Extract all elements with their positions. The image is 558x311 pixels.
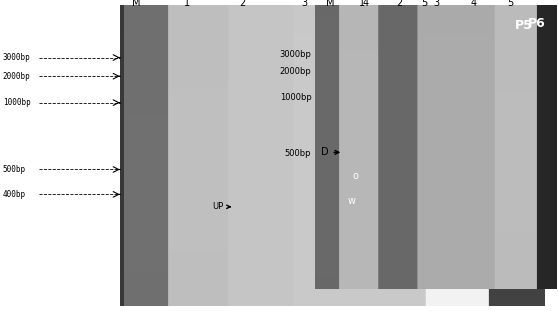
Text: 500bp: 500bp	[3, 165, 26, 174]
Text: 3: 3	[301, 0, 307, 8]
Text: 3: 3	[434, 0, 439, 8]
Text: M: M	[132, 0, 141, 8]
Text: 2: 2	[239, 0, 246, 8]
Text: 3000bp: 3000bp	[280, 50, 311, 59]
Text: 2000bp: 2000bp	[280, 67, 311, 76]
Text: 1: 1	[184, 0, 190, 8]
Text: 2000bp: 2000bp	[3, 72, 31, 81]
Text: 4: 4	[363, 0, 368, 8]
Text: P5: P5	[515, 19, 533, 32]
Text: M: M	[326, 0, 335, 8]
Text: 5: 5	[507, 0, 514, 8]
Text: UP: UP	[212, 202, 230, 211]
Text: 1000bp: 1000bp	[3, 98, 31, 107]
Text: 2: 2	[396, 0, 402, 8]
Text: D: D	[321, 147, 339, 157]
Text: 4: 4	[470, 0, 476, 8]
Text: o: o	[353, 171, 358, 181]
Text: 500bp: 500bp	[285, 150, 311, 158]
Text: 1: 1	[359, 0, 364, 8]
Text: 5: 5	[421, 0, 427, 8]
Text: 1000bp: 1000bp	[280, 94, 311, 102]
Text: 3000bp: 3000bp	[3, 53, 31, 62]
Text: w: w	[348, 196, 355, 206]
Text: P6: P6	[528, 17, 546, 30]
Text: 400bp: 400bp	[3, 190, 26, 199]
